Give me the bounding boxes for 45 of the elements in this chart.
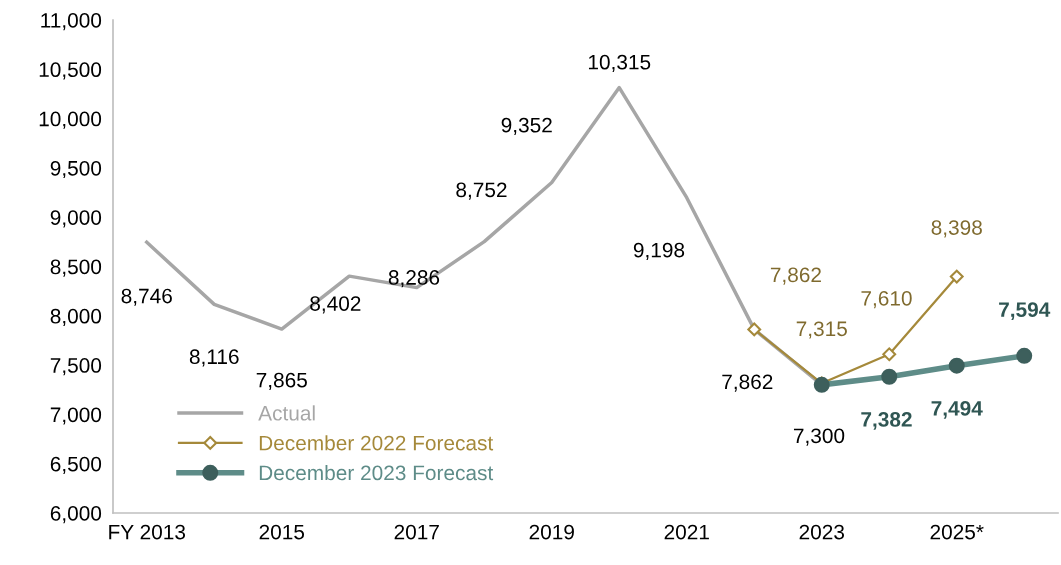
x-tick-label: 2021 — [664, 524, 709, 540]
data-label: 7,862 — [722, 374, 773, 392]
y-tick-label: 7,000 — [50, 407, 102, 425]
point — [881, 368, 898, 385]
x-tick-label: FY 2013 — [109, 524, 186, 540]
legend-label: December 2023 Forecast — [259, 464, 494, 481]
y-tick-label: 9,000 — [50, 210, 102, 228]
data-label: 7,315 — [796, 321, 847, 339]
x-tick-label: 2023 — [799, 524, 845, 540]
point — [882, 347, 897, 362]
y-tick-label: 6,000 — [50, 506, 102, 524]
data-label: 8,398 — [931, 220, 982, 238]
data-label: 8,286 — [388, 270, 440, 288]
data-label: 10,315 — [588, 54, 651, 72]
y-tick-label: 8,500 — [50, 259, 102, 277]
y-tick-label: 11,000 — [41, 13, 102, 31]
y-tick-label: 10,500 — [39, 62, 102, 80]
data-label: 8,402 — [310, 296, 361, 314]
x-tick-label: 2025* — [930, 524, 984, 540]
y-tick-label: 7,500 — [50, 358, 102, 376]
data-label: 7,862 — [770, 267, 821, 285]
point — [948, 357, 965, 374]
legend-label: Actual — [258, 405, 315, 421]
data-label: 8,746 — [121, 288, 172, 306]
data-label: 8,752 — [456, 182, 507, 200]
x-tick-label: 2017 — [394, 524, 439, 540]
data-label: 7,382 — [861, 412, 912, 430]
legend-label: December 2022 Forecast — [259, 435, 494, 451]
data-label: 7,494 — [931, 400, 983, 419]
data-label: 8,116 — [189, 349, 239, 367]
x-tick-label: 2015 — [259, 524, 305, 540]
data-label: 9,198 — [633, 242, 685, 260]
x-tick-label: 2019 — [529, 524, 574, 540]
data-label: 7,594 — [999, 302, 1051, 320]
y-tick-label: 8,000 — [50, 308, 102, 327]
point — [747, 322, 762, 337]
y-tick-label: 9,500 — [50, 160, 102, 179]
data-label: 7,610 — [861, 290, 912, 309]
point — [949, 269, 964, 284]
data-label: 7,300 — [793, 428, 845, 446]
y-tick-label: 10,000 — [39, 111, 102, 129]
y-tick-label: 6,500 — [50, 456, 102, 474]
data-label: 7,865 — [256, 372, 307, 390]
data-label: 9,352 — [501, 117, 552, 135]
point — [1016, 347, 1033, 364]
